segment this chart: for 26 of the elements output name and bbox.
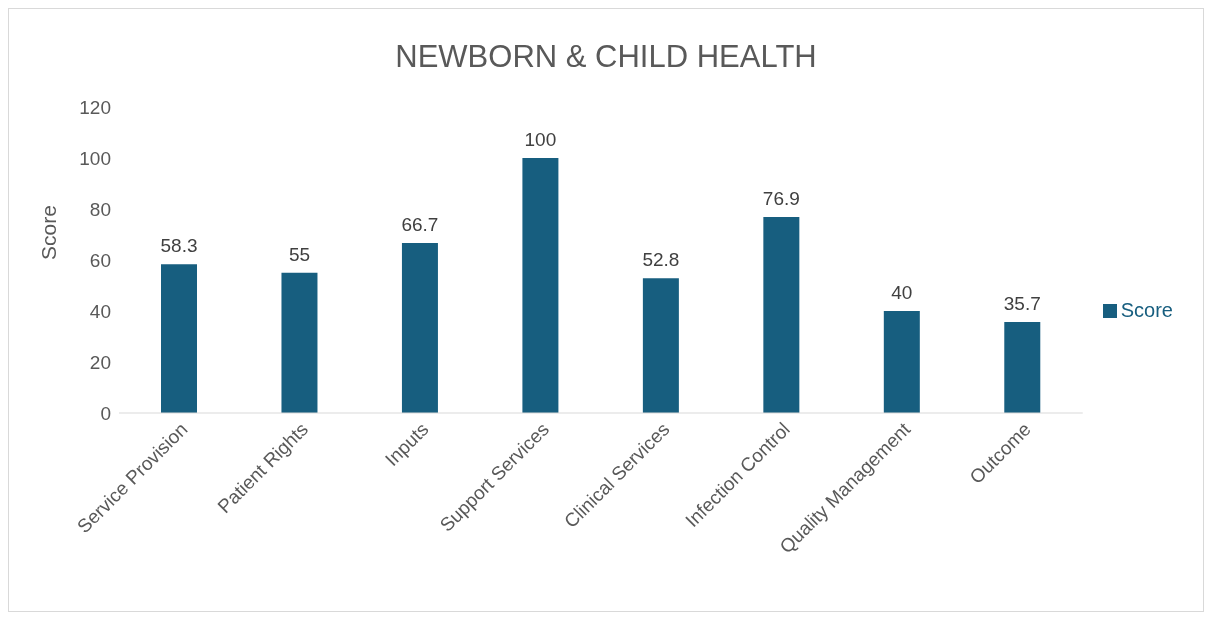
bar: [642, 278, 679, 413]
data-label: 52.8: [642, 249, 680, 271]
bar: [763, 216, 800, 413]
bar: [522, 158, 559, 413]
data-label: 40: [891, 282, 913, 303]
y-tick-label: 0: [100, 402, 111, 424]
y-tick-label: 40: [89, 300, 111, 322]
y-tick-label: 20: [89, 351, 111, 373]
legend-label: Score: [1120, 298, 1173, 321]
y-tick-label: 120: [79, 96, 111, 118]
data-label: 58.3: [160, 235, 198, 257]
y-tick-label: 100: [79, 147, 111, 169]
data-label: 55: [288, 243, 311, 265]
y-tick-label: 80: [89, 198, 111, 220]
data-label: 66.7: [401, 213, 439, 235]
bar: [883, 311, 920, 413]
chart-title: NEWBORN & CHILD HEALTH: [394, 39, 818, 75]
data-label: 100: [524, 129, 557, 150]
y-tick-label: 60: [89, 249, 111, 271]
bar: [401, 242, 438, 413]
bar: [1004, 321, 1041, 413]
data-label: 76.9: [762, 187, 800, 209]
bar: [161, 264, 197, 413]
bar: [281, 272, 318, 413]
data-label: 35.7: [1003, 292, 1041, 314]
y-axis-title: Score: [37, 205, 61, 260]
